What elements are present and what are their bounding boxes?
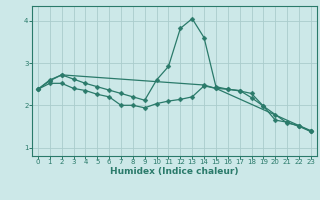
- X-axis label: Humidex (Indice chaleur): Humidex (Indice chaleur): [110, 167, 239, 176]
